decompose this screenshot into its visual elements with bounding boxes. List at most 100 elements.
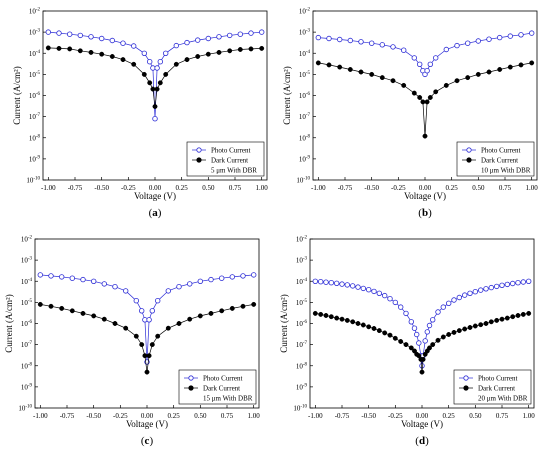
data-point	[318, 279, 324, 285]
data-point	[520, 311, 526, 317]
data-point	[347, 67, 353, 72]
chart-panel-1: -1.00 -0.75 -0.50 -0.25 0.00 0.25 0.50 0.75 1.00…	[12, 8, 268, 220]
data-point	[144, 369, 150, 375]
y-tick-label: 10-9	[29, 155, 41, 163]
data-point	[518, 32, 524, 38]
data-point	[347, 37, 353, 44]
data-point	[186, 281, 193, 287]
data-point	[146, 353, 152, 359]
data-point	[59, 305, 65, 311]
data-point	[419, 363, 425, 369]
data-point	[420, 99, 426, 105]
data-point	[149, 308, 155, 314]
data-point	[392, 299, 398, 306]
data-point	[226, 32, 233, 39]
series-dark-current	[45, 45, 265, 109]
data-point	[529, 30, 535, 36]
data-point	[422, 338, 428, 344]
y-tick-label: 10-6	[21, 320, 33, 328]
series-photo-current	[315, 30, 535, 78]
data-point	[250, 272, 257, 278]
data-point	[454, 42, 460, 49]
data-point	[69, 275, 75, 281]
y-axis-label: Current (A/cm²)	[4, 294, 14, 352]
series-dark-current	[315, 60, 535, 139]
data-point	[440, 304, 446, 310]
y-tick-label: 10-4	[299, 50, 311, 58]
y-tick-label: 10-6	[29, 92, 41, 100]
data-point	[187, 316, 193, 322]
data-point	[435, 309, 441, 315]
data-point	[419, 369, 425, 375]
data-point	[369, 71, 375, 77]
data-point	[77, 48, 83, 54]
legend-entry-label: Photo Current	[211, 147, 251, 155]
y-tick-label: 10-9	[296, 383, 308, 391]
data-point	[259, 29, 265, 35]
x-tick-label: 0.50	[472, 184, 485, 192]
data-point	[488, 319, 494, 325]
y-tick-label: 10-5	[299, 71, 311, 79]
data-point	[350, 319, 356, 325]
data-point	[424, 67, 430, 74]
y-axis-label: Current (A/cm²)	[12, 66, 22, 124]
y-tick-label: 10-9	[21, 383, 33, 391]
data-point	[240, 273, 246, 279]
data-point	[229, 305, 235, 311]
data-point	[237, 47, 243, 52]
x-tick-label: -0.50	[361, 412, 376, 420]
data-point	[475, 38, 481, 44]
data-point	[456, 294, 462, 301]
data-point	[80, 276, 86, 283]
data-point	[157, 59, 163, 65]
x-tick-label: -0.75	[68, 184, 83, 192]
data-point	[197, 313, 203, 319]
data-point	[376, 290, 382, 296]
data-point	[392, 335, 398, 341]
data-point	[472, 323, 478, 329]
data-point	[109, 37, 115, 44]
data-point	[37, 272, 43, 278]
data-point	[451, 297, 457, 303]
data-point	[518, 62, 524, 68]
data-point	[208, 276, 214, 283]
y-tick-label: 10-10	[293, 405, 307, 413]
data-point	[387, 296, 393, 302]
data-point	[462, 326, 468, 332]
data-point	[59, 274, 65, 280]
data-point	[66, 31, 73, 37]
data-point	[150, 86, 156, 92]
data-point	[142, 353, 148, 359]
data-point	[98, 35, 105, 42]
data-point	[138, 308, 145, 314]
data-point	[454, 78, 460, 84]
data-point	[499, 282, 505, 288]
data-point	[360, 322, 366, 328]
data-point	[139, 342, 145, 348]
data-point	[248, 46, 254, 52]
data-point	[499, 316, 505, 322]
data-point	[403, 342, 409, 348]
data-point	[504, 281, 510, 288]
data-point	[355, 321, 361, 326]
data-point	[398, 339, 404, 344]
data-point	[390, 44, 396, 50]
legend-swatch-marker	[188, 375, 194, 381]
data-point	[515, 313, 521, 318]
data-point	[486, 69, 492, 75]
series-line	[315, 280, 529, 366]
data-point	[112, 284, 118, 290]
data-point	[312, 278, 318, 284]
data-point	[80, 310, 86, 316]
data-point	[417, 61, 423, 68]
data-point	[369, 40, 375, 46]
x-tick-label: -1.00	[308, 412, 323, 420]
x-tick-label: 0.50	[202, 184, 215, 192]
y-tick-label: 10-10	[296, 177, 310, 185]
data-point	[355, 284, 361, 290]
data-point	[37, 301, 43, 307]
data-point	[426, 322, 433, 329]
data-point	[184, 57, 190, 63]
data-point	[424, 99, 430, 105]
